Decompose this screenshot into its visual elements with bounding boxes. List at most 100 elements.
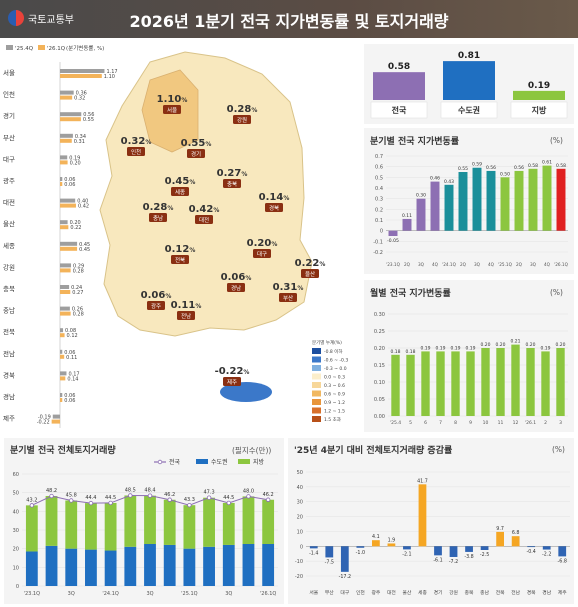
regional-bar <box>60 138 72 143</box>
volume-x-label: '26.1Q <box>260 591 277 597</box>
volume-x-label: '23.1Q <box>24 591 41 597</box>
change-bar-label: 6.8 <box>512 530 520 536</box>
regional-bar <box>60 117 81 122</box>
map-region-tag <box>227 283 245 292</box>
map-legend-label: 0.9 ~ 1.2 <box>324 400 345 406</box>
quarterly-bar-label: -0.05 <box>387 238 399 244</box>
change-bar-label: -2.5 <box>480 552 489 558</box>
legend-26q1: '26.1Q <box>47 46 66 52</box>
map-legend-title: 분기별 누계(%) <box>312 339 342 346</box>
change-x-label: 경남 <box>542 589 551 596</box>
change-bar <box>449 546 458 557</box>
map-value-label: 0.55% <box>181 138 212 149</box>
map-region-name: 대구 <box>257 250 267 258</box>
quarterly-bar <box>472 167 482 231</box>
change-bar-label: -7.2 <box>449 559 458 565</box>
regional-bar-label: 0.24 <box>71 285 82 291</box>
quarterly-bar-label: 0.43 <box>444 179 454 185</box>
map-region-tag <box>127 147 145 156</box>
change-bar-label: -6.8 <box>558 558 567 564</box>
regional-bar-label: 0.26 <box>72 307 83 313</box>
regional-bar <box>60 333 65 338</box>
map-region-tag <box>265 203 283 212</box>
monthly-bar-label: 0.20 <box>495 342 505 348</box>
regional-bar <box>51 419 60 424</box>
monthly-x-label: 5 <box>409 420 412 426</box>
volume-x-label: 3Q <box>68 591 75 597</box>
regional-bar-label: 0.28 <box>73 268 84 274</box>
regional-bar <box>60 112 82 117</box>
regional-bar-label: 0.56 <box>83 112 94 118</box>
volume-y-tick: 20 <box>13 547 19 553</box>
change-x-label: 대구 <box>340 589 349 596</box>
regional-bar-label: 0.34 <box>75 134 86 140</box>
monthly-bar <box>406 354 415 416</box>
regional-bar <box>60 328 64 333</box>
change-bar-label: 41.7 <box>417 478 428 484</box>
quarterly-bar <box>430 181 440 231</box>
volume-y-tick: 10 <box>13 565 19 571</box>
volume-nation-point <box>88 500 94 506</box>
map-region-name: 경남 <box>231 284 241 292</box>
monthly-bar-label: 0.19 <box>420 345 430 351</box>
volume-nation-point <box>246 494 251 499</box>
volume-local-bar <box>45 496 58 546</box>
regional-bar-label: 0.19 <box>69 155 80 161</box>
map-region-name: 세종 <box>175 188 185 196</box>
change-bar <box>325 546 334 558</box>
volume-local-bar <box>104 502 117 551</box>
summary-bar <box>373 72 425 100</box>
quarterly-y-tick: -0.2 <box>373 250 383 256</box>
volume-capital-bar <box>25 551 38 586</box>
monthly-bar-label: 0.18 <box>405 349 415 355</box>
monthly-x-label: 6 <box>424 420 427 426</box>
monthly-bar-label: 0.20 <box>555 342 565 348</box>
regional-bar <box>60 376 66 381</box>
summary-value: 0.81 <box>458 51 480 61</box>
change-bar <box>558 546 567 557</box>
volume-nation-point <box>147 493 153 498</box>
volume-nation-point <box>29 503 35 508</box>
map-legend-swatch <box>312 390 321 397</box>
summary-bar <box>513 90 565 100</box>
map-region-name: 충남 <box>153 214 163 222</box>
region-label: 전북 <box>3 327 15 336</box>
quarterly-bar <box>388 230 398 236</box>
change-bar <box>403 546 411 550</box>
summary-chart: 0.58 전국 0.81 수도권 0.19 지방 <box>370 51 568 119</box>
region-label: 충북 <box>3 284 15 293</box>
map-legend-label: 1.2 ~ 1.5 <box>324 409 345 415</box>
volume-nation-label: 44.4 <box>85 495 96 501</box>
volume-local-bar <box>65 500 78 549</box>
region-label: 제주 <box>3 415 15 423</box>
region-label: 강원 <box>3 262 15 271</box>
volume-legend-label: 수도권 <box>211 458 228 466</box>
volume-nation-point <box>265 497 271 502</box>
regional-bar <box>60 90 74 95</box>
monthly-x-label: 10 <box>483 420 489 426</box>
region-label: 대전 <box>3 198 15 207</box>
change-bar-label: 9.7 <box>496 526 504 532</box>
change-bar <box>434 546 442 556</box>
quarterly-x-label: '23.1Q <box>386 262 400 267</box>
map-value-label: -0.22% <box>215 366 250 377</box>
monthly-bar <box>526 348 535 416</box>
quarterly-bar <box>500 177 510 231</box>
volume-nation-point <box>167 497 172 502</box>
map-value-label: 0.32% <box>121 136 152 147</box>
monthly-x-label: '25.4 <box>390 420 401 426</box>
monthly-y-tick: 0.20 <box>374 346 385 352</box>
regional-bar <box>60 371 67 376</box>
regional-bar-label: 0.06 <box>64 350 75 356</box>
regional-bar <box>60 177 63 181</box>
regional-bar-label: 0.27 <box>72 290 83 296</box>
volume-nation-point <box>128 493 133 498</box>
change-bar-label: -7.5 <box>325 559 334 565</box>
change-x-label: 대전 <box>387 589 396 596</box>
legend-swatch-25q4 <box>6 45 13 50</box>
monthly-bar-label: 0.20 <box>480 342 490 348</box>
monthly-bar-label: 0.19 <box>540 345 550 351</box>
quarterly-bar-label: 0.58 <box>528 163 538 169</box>
monthly-bar <box>436 351 445 416</box>
